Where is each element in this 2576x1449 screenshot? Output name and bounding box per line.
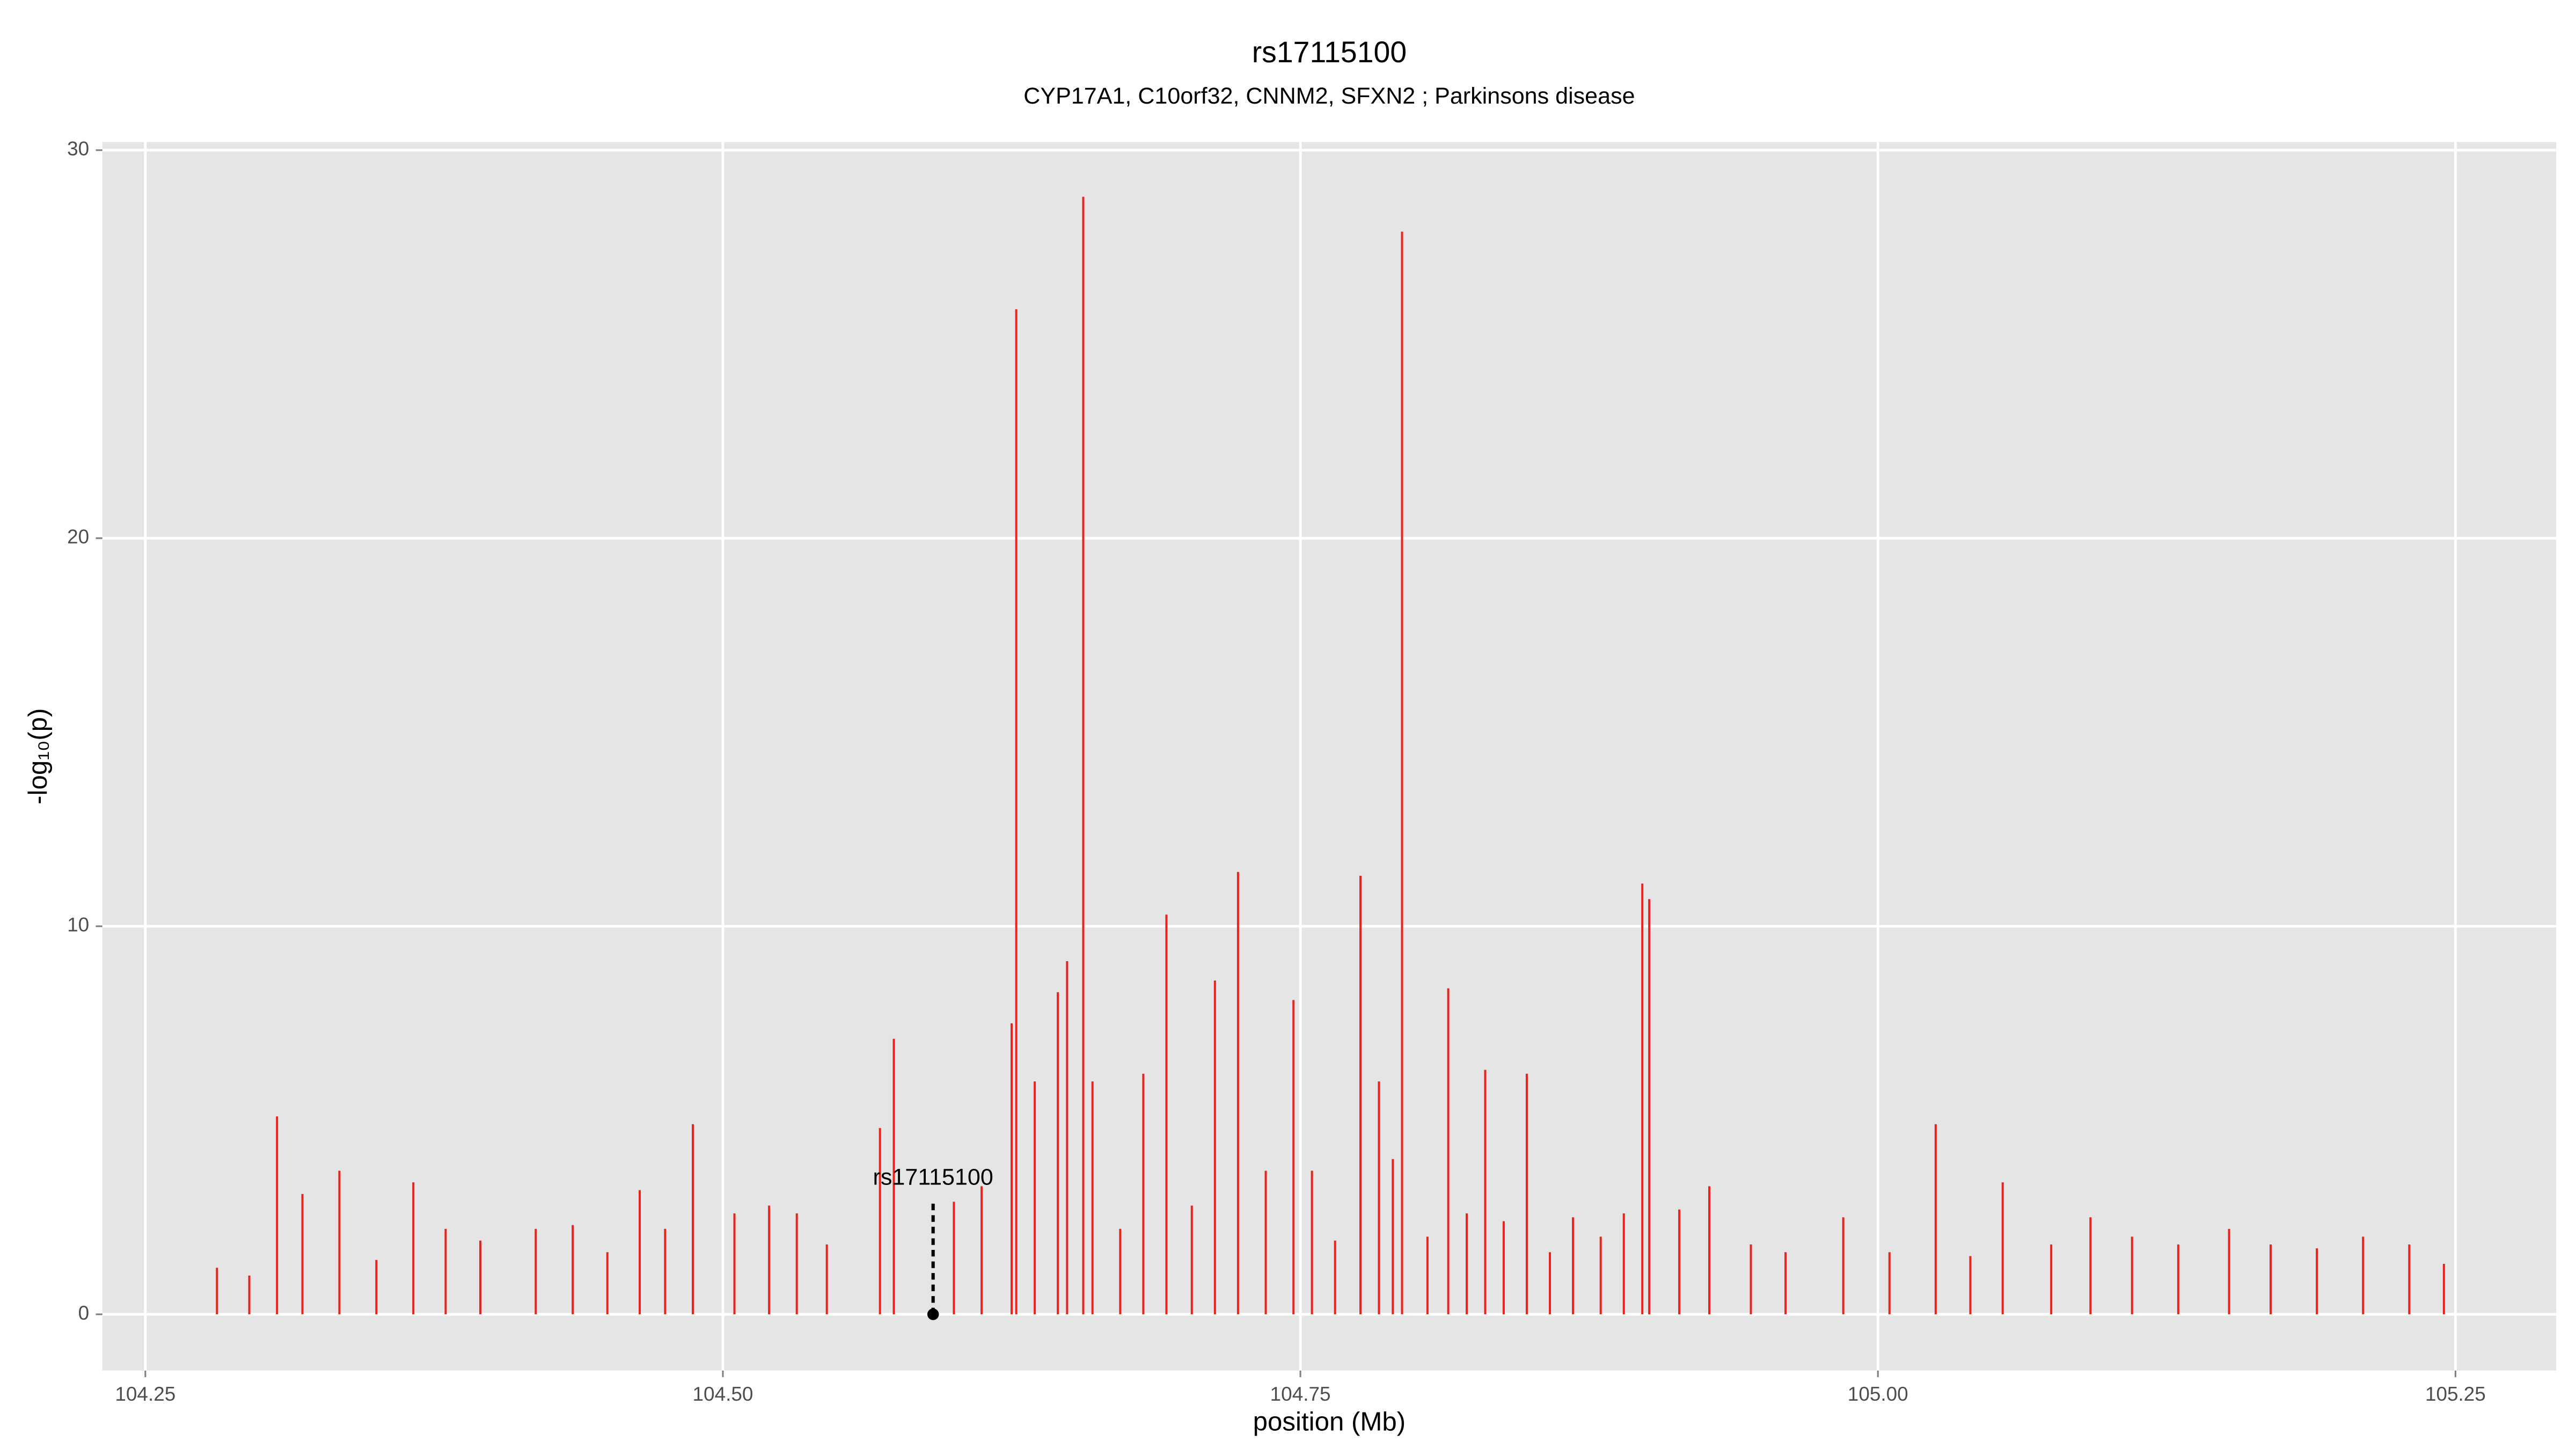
chart-subtitle: CYP17A1, C10orf32, CNNM2, SFXN2 ; Parkin… [1023, 83, 1635, 109]
x-tick-label: 105.25 [2425, 1383, 2486, 1405]
x-axis-label: position (Mb) [1253, 1407, 1406, 1436]
y-tick-label: 0 [78, 1302, 90, 1324]
annotation-label: rs17115100 [873, 1165, 993, 1190]
x-tick-label: 105.00 [1848, 1383, 1908, 1405]
x-tick-label: 104.25 [115, 1383, 175, 1405]
y-tick-label: 10 [67, 914, 89, 936]
annotation-point [927, 1308, 939, 1320]
plot-panel [102, 142, 2557, 1371]
x-tick-label: 104.50 [693, 1383, 753, 1405]
y-axis-label: -log₁₀(p) [23, 708, 53, 804]
y-tick-label: 20 [67, 526, 89, 548]
x-tick-label: 104.75 [1270, 1383, 1331, 1405]
chart-title: rs17115100 [1252, 35, 1407, 69]
y-tick-label: 30 [67, 138, 89, 160]
